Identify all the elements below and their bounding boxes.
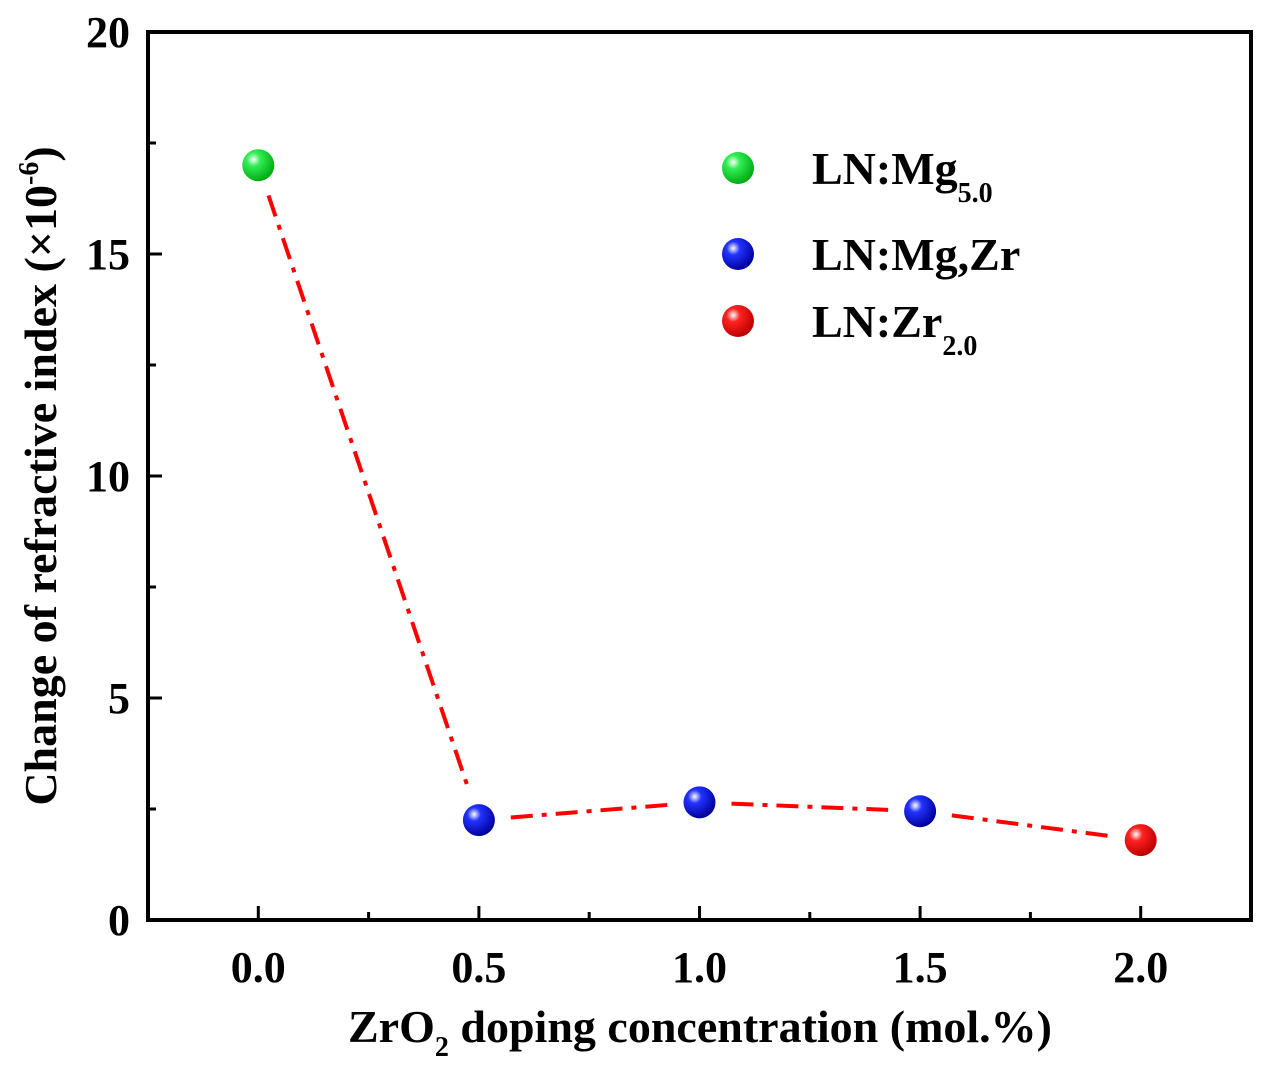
x-tick-label: 2.0 bbox=[1113, 943, 1168, 992]
x-tick-label: 0.5 bbox=[451, 943, 506, 992]
data-point-ln-mg-zr bbox=[904, 795, 937, 828]
data-point-ln-mg5-0 bbox=[242, 149, 275, 182]
x-tick-label: 1.0 bbox=[672, 943, 727, 992]
data-point-ln-zr2-0 bbox=[1124, 824, 1157, 857]
y-tick-label: 5 bbox=[108, 674, 130, 723]
data-point-ln-mg-zr bbox=[462, 804, 495, 837]
legend-label: LN:Zr2.0 bbox=[812, 296, 977, 362]
data-points bbox=[242, 149, 1157, 857]
y-tick-label: 0 bbox=[108, 896, 130, 945]
legend-label: LN:Mg5.0 bbox=[812, 143, 993, 209]
connector-segment bbox=[510, 802, 668, 820]
y-tick-label: 15 bbox=[86, 230, 130, 279]
connector-segment bbox=[731, 801, 889, 812]
axis-ticks: 0.0 0.5 1.0 1.5 2.0 0 5 10 15 20 bbox=[86, 8, 1168, 992]
legend-marker bbox=[722, 305, 754, 337]
y-tick-label: 10 bbox=[86, 452, 130, 501]
legend: LN:Mg5.0 LN:Mg,Zr LN:Zr2.0 bbox=[722, 143, 1020, 362]
x-tick-label: 1.5 bbox=[893, 943, 948, 992]
y-axis-label: Change of refractive index (×10-6) bbox=[14, 146, 66, 805]
legend-marker bbox=[722, 152, 754, 184]
data-point-ln-mg-zr bbox=[683, 786, 716, 819]
connector-lines bbox=[266, 194, 1110, 838]
connector-segment bbox=[266, 194, 471, 791]
legend-marker bbox=[722, 238, 754, 270]
x-axis-label: ZrO2 doping concentration (mol.%) bbox=[348, 1001, 1052, 1063]
y-tick-label: 20 bbox=[86, 8, 130, 57]
legend-label: LN:Mg,Zr bbox=[812, 229, 1020, 280]
x-tick-label: 0.0 bbox=[231, 943, 286, 992]
connector-segment bbox=[951, 813, 1110, 838]
